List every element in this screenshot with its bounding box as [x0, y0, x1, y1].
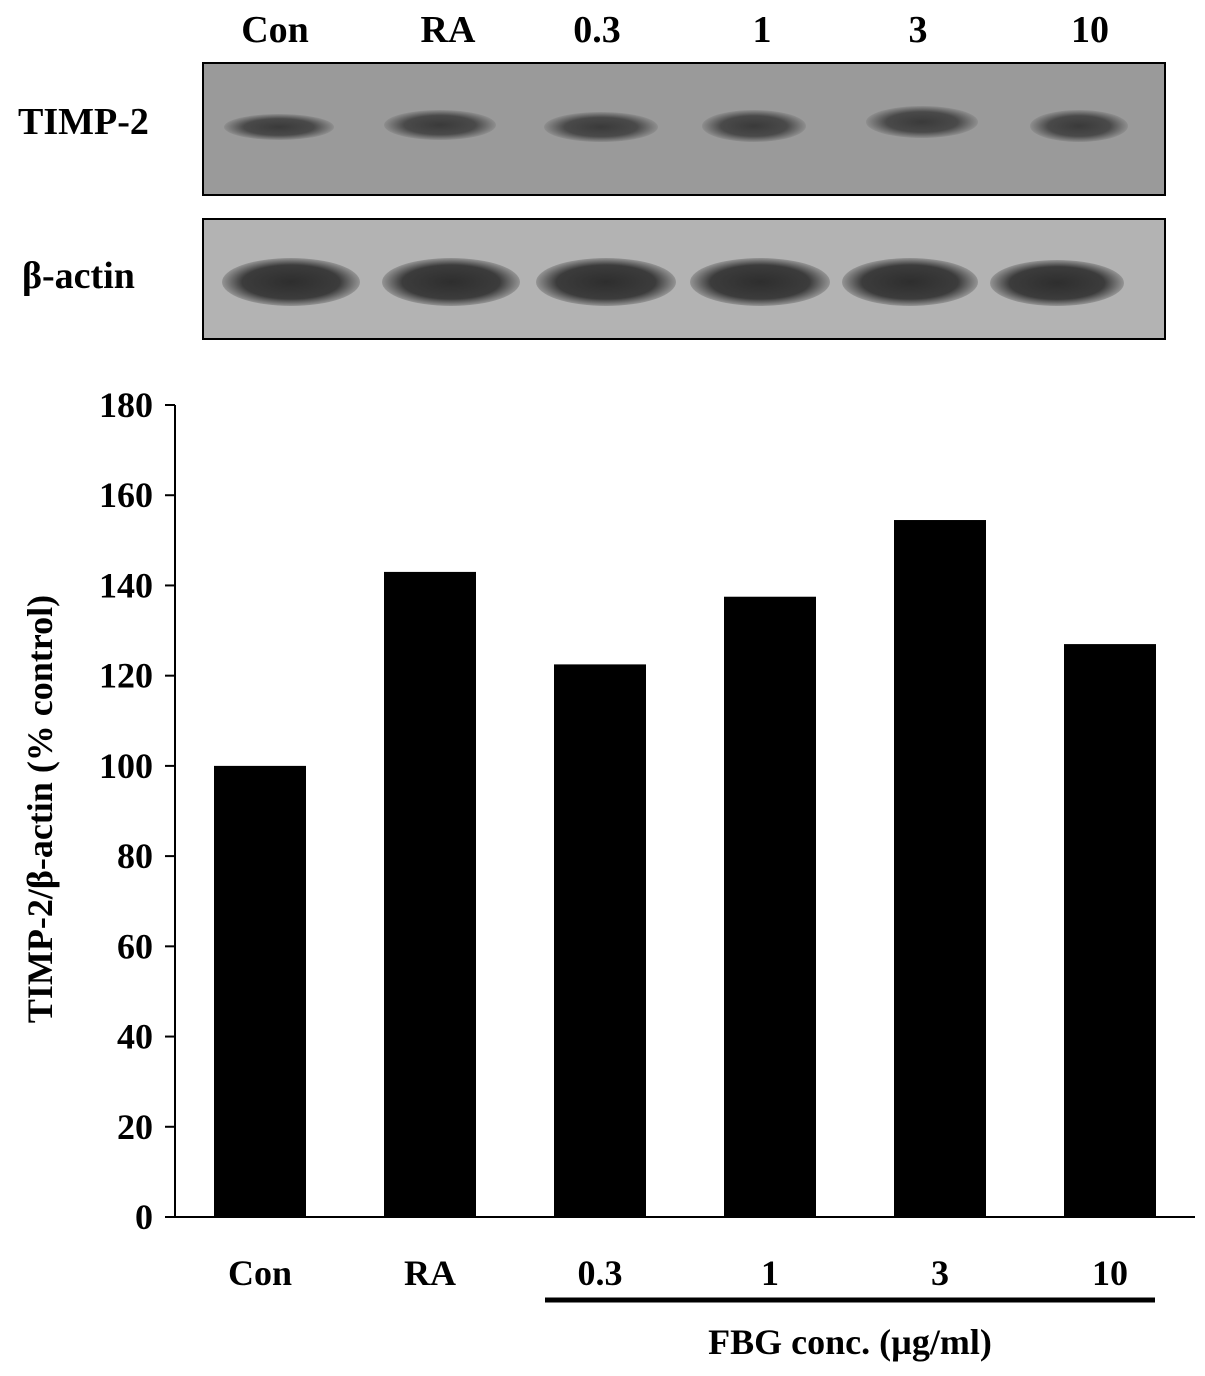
actin-band: [536, 258, 676, 306]
bar: [724, 596, 816, 1217]
blot-row-label-actin: β-actin: [22, 255, 135, 297]
bar: [1064, 644, 1156, 1217]
blot-lane-label: Con: [241, 9, 309, 51]
actin-band: [690, 258, 830, 306]
blot-lane-label: RA: [420, 9, 476, 51]
bar: [894, 520, 986, 1217]
y-tick-label: 0: [135, 1197, 153, 1237]
blot-lane-label: 3: [908, 9, 928, 51]
timp2-band: [866, 106, 978, 138]
timp2-band: [224, 114, 334, 140]
timp2-band: [384, 110, 496, 140]
y-tick-label: 20: [117, 1107, 153, 1147]
y-tick-label: 100: [99, 746, 153, 786]
y-tick-label: 180: [99, 385, 153, 425]
bar: [554, 664, 646, 1217]
x-tick-label: 0.3: [578, 1253, 623, 1293]
timp2-band: [544, 112, 658, 142]
y-tick-label: 140: [99, 565, 153, 605]
actin-band: [990, 260, 1124, 306]
bar: [384, 571, 476, 1217]
y-axis: 0 20 40 60 80 100 120 140 160 180: [99, 385, 176, 1237]
x-axis: Con RA 0.3 1 3 10: [175, 1216, 1195, 1293]
blot-lane-label: 10: [1071, 9, 1109, 51]
actin-blot-image: [202, 218, 1166, 340]
bar: [214, 765, 306, 1217]
blot-lane-label: 1: [752, 9, 772, 51]
blot-lane-label: 0.3: [573, 9, 621, 51]
bars: [214, 520, 1156, 1217]
actin-band: [842, 258, 978, 306]
blot-row-label-timp2: TIMP-2: [18, 101, 149, 143]
timp2-band: [1030, 110, 1128, 142]
y-tick-label: 80: [117, 836, 153, 876]
x-tick-label: 10: [1092, 1253, 1128, 1293]
fbg-group-label: FBG conc. (µg/ml): [708, 1322, 992, 1362]
timp2-blot-image: [202, 62, 1166, 196]
y-tick-label: 40: [117, 1017, 153, 1057]
x-tick-label: RA: [404, 1253, 456, 1293]
y-tick-label: 60: [117, 926, 153, 966]
y-axis-label: TIMP-2/β-actin (% control): [20, 595, 60, 1023]
x-tick-label: 3: [931, 1253, 949, 1293]
x-tick-label: 1: [761, 1253, 779, 1293]
actin-band: [222, 258, 360, 306]
x-tick-label: Con: [228, 1253, 292, 1293]
y-tick-label: 120: [99, 656, 153, 696]
timp2-band: [702, 110, 806, 142]
y-tick-label: 160: [99, 475, 153, 515]
actin-band: [382, 258, 520, 306]
